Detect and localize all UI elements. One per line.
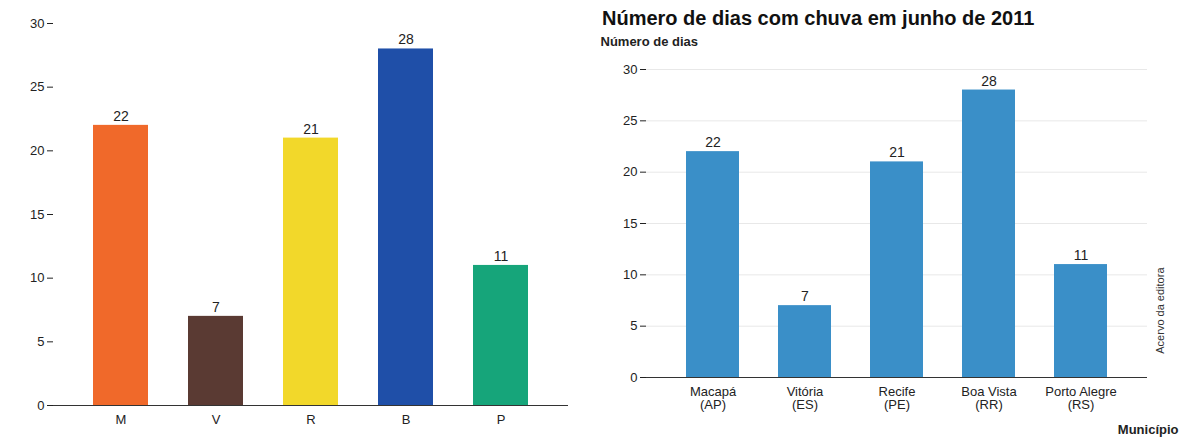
svg-text:28: 28	[981, 73, 997, 89]
svg-text:P: P	[497, 412, 506, 427]
svg-text:11: 11	[494, 248, 509, 264]
svg-text:Porto Alegre(RS): Porto Alegre(RS)	[1045, 384, 1117, 412]
svg-text:20: 20	[30, 143, 44, 158]
svg-text:Boa Vista(RR): Boa Vista(RR)	[961, 384, 1017, 412]
svg-text:30: 30	[623, 62, 637, 77]
svg-text:7: 7	[801, 288, 809, 304]
svg-text:Macapá(AP): Macapá(AP)	[690, 384, 737, 412]
svg-text:0: 0	[37, 398, 44, 413]
svg-text:Número de dias: Número de dias	[601, 34, 699, 49]
svg-text:22: 22	[705, 134, 721, 150]
svg-text:R: R	[306, 412, 315, 427]
svg-text:10: 10	[30, 270, 44, 285]
svg-text:21: 21	[889, 144, 905, 160]
svg-text:25: 25	[623, 113, 637, 128]
svg-text:25: 25	[30, 79, 44, 94]
svg-text:B: B	[402, 412, 411, 427]
svg-text:Município: Município	[1118, 422, 1179, 437]
svg-text:11: 11	[1074, 247, 1089, 263]
svg-text:15: 15	[623, 216, 637, 231]
svg-text:M: M	[116, 412, 127, 427]
svg-text:Recife(PE): Recife(PE)	[879, 384, 916, 412]
svg-text:0: 0	[630, 370, 637, 385]
svg-text:21: 21	[303, 121, 319, 137]
svg-text:10: 10	[623, 267, 637, 282]
html-text:Número de dias com chuva em ju: Número de dias com chuva em junho de 201…	[602, 7, 1035, 29]
svg-text:Acervo da editora: Acervo da editora	[1154, 267, 1166, 354]
svg-text:28: 28	[398, 31, 414, 47]
svg-text:5: 5	[630, 318, 637, 333]
svg-text:22: 22	[113, 108, 129, 124]
svg-text:7: 7	[212, 299, 220, 315]
svg-text:5: 5	[37, 334, 44, 349]
svg-text:Vitória(ES): Vitória(ES)	[787, 384, 824, 412]
svg-text:V: V	[212, 412, 221, 427]
svg-text:15: 15	[30, 207, 44, 222]
svg-text:30: 30	[30, 16, 44, 31]
svg-text:20: 20	[623, 164, 637, 179]
